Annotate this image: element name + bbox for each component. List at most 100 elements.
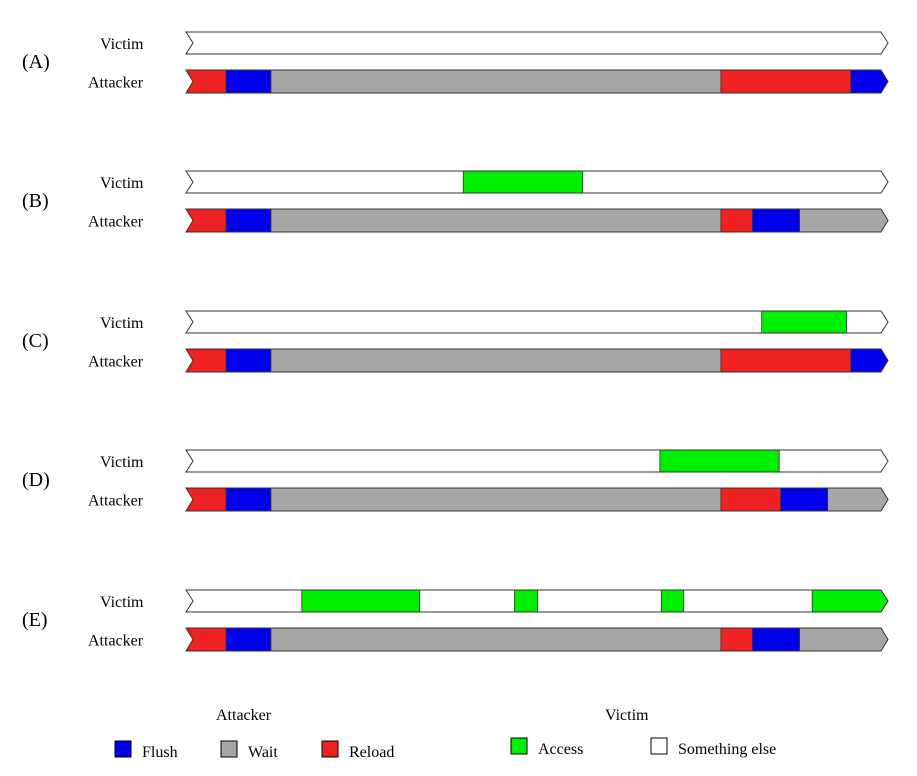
attacker-segment-reload — [186, 349, 227, 372]
victim-segment-access — [812, 590, 888, 612]
victim-segment-something-else — [582, 171, 888, 193]
legend-reload-label: Reload — [349, 744, 394, 761]
attacker-row-label: Attacker — [88, 214, 144, 231]
attacker-segment-flush — [226, 488, 271, 511]
victim-row-label: Victim — [100, 36, 144, 53]
attacker-segment-flush — [226, 349, 271, 372]
attacker-timeline-bar — [186, 349, 888, 372]
legend-something-else-swatch — [650, 737, 668, 755]
attacker-timeline-bar — [186, 209, 888, 232]
attacker-segment-reload — [186, 488, 227, 511]
attacker-row-label: Attacker — [88, 354, 144, 371]
attacker-row-label: Attacker — [88, 633, 144, 650]
attacker-segment-wait — [270, 628, 721, 651]
victim-segment-access — [761, 311, 847, 333]
victim-segment-access — [659, 450, 780, 472]
victim-segment-something-else — [186, 590, 302, 612]
scenario-3: (C) Victim Attacker — [22, 310, 889, 373]
victim-segment-something-else — [779, 450, 888, 472]
attacker-segment-reload — [186, 628, 227, 651]
victim-row-label: Victim — [100, 454, 144, 471]
attacker-segment-flush — [752, 628, 800, 651]
attacker-row-label: Attacker — [88, 75, 144, 92]
attacker-segment-reload — [720, 70, 851, 93]
victim-segment-something-else — [186, 32, 888, 54]
attacker-timeline-bar — [186, 70, 888, 93]
victim-row-label: Victim — [100, 315, 144, 332]
attacker-segment-reload — [186, 209, 227, 232]
attacker-segment-reload — [720, 209, 753, 232]
victim-bar-outline — [185, 31, 889, 55]
victim-timeline-bar — [186, 311, 888, 333]
attacker-segment-reload — [720, 628, 753, 651]
attacker-segment-wait — [799, 628, 888, 651]
attacker-segment-flush — [226, 70, 271, 93]
attacker-segment-flush — [780, 488, 828, 511]
legend-wait-label: Wait — [248, 744, 278, 761]
scenario-5: (E) Victim Attacker — [22, 589, 889, 652]
attacker-segment-reload — [720, 349, 851, 372]
legend: Attacker Victim Flush Wait Reload Access… — [114, 707, 776, 761]
legend-access-swatch — [510, 737, 528, 755]
attacker-segment-flush — [226, 628, 271, 651]
attacker-segment-wait — [827, 488, 888, 511]
attacker-segment-flush — [226, 209, 271, 232]
attacker-timeline-bar — [186, 628, 888, 651]
legend-attacker-title: Attacker — [216, 707, 272, 724]
victim-timeline-bar — [186, 32, 888, 54]
victim-segment-access — [301, 590, 420, 612]
victim-timeline-bar — [186, 590, 888, 612]
scenario-4: (D) Victim Attacker — [22, 449, 889, 512]
legend-reload-swatch — [321, 740, 339, 758]
victim-segment-access — [514, 590, 538, 612]
scenario-label: (D) — [22, 469, 50, 491]
victim-segment-something-else — [537, 590, 662, 612]
victim-segment-something-else — [186, 171, 464, 193]
scenario-label: (B) — [22, 190, 49, 212]
victim-row-label: Victim — [100, 594, 144, 611]
scenario-2: (B) Victim Attacker — [22, 170, 889, 233]
legend-wait-swatch — [220, 740, 238, 758]
attacker-segment-flush — [850, 349, 888, 372]
attacker-timeline-bar — [186, 488, 888, 511]
scenarios-group: (A) Victim Attacker (B) Victim Attacker (C) Vic… — [22, 31, 889, 652]
attacker-segment-wait — [270, 209, 721, 232]
scenario-1: (A) Victim Attacker — [22, 31, 889, 94]
attacker-bar-outline — [185, 487, 889, 512]
legend-something-else-label: Something else — [678, 741, 776, 758]
scenario-label: (A) — [22, 51, 50, 73]
victim-segment-something-else — [683, 590, 813, 612]
victim-bar-outline — [185, 589, 889, 613]
attacker-bar-outline — [185, 69, 889, 94]
legend-flush-label: Flush — [142, 744, 178, 761]
attacker-bar-outline — [185, 348, 889, 373]
attacker-row-label: Attacker — [88, 493, 144, 510]
scenario-label: (C) — [22, 330, 49, 352]
legend-access-label: Access — [538, 741, 583, 758]
attacker-segment-wait — [270, 488, 721, 511]
victim-bar-outline — [185, 310, 889, 334]
legend-flush-swatch — [114, 740, 132, 758]
attacker-segment-reload — [186, 70, 227, 93]
victim-segment-something-else — [846, 311, 888, 333]
attacker-segment-wait — [270, 349, 721, 372]
victim-segment-access — [661, 590, 684, 612]
victim-segment-something-else — [186, 311, 762, 333]
victim-bar-outline — [185, 170, 889, 194]
attacker-segment-flush — [752, 209, 800, 232]
attacker-segment-wait — [799, 209, 888, 232]
victim-bar-outline — [185, 449, 889, 473]
victim-timeline-bar — [186, 171, 888, 193]
victim-segment-something-else — [419, 590, 515, 612]
victim-row-label: Victim — [100, 175, 144, 192]
victim-timeline-bar — [186, 450, 888, 472]
legend-victim-title: Victim — [605, 707, 649, 724]
attacker-segment-flush — [850, 70, 888, 93]
attacker-segment-reload — [720, 488, 781, 511]
victim-segment-access — [463, 171, 583, 193]
victim-segment-something-else — [186, 450, 660, 472]
scenario-label: (E) — [22, 609, 48, 631]
attacker-segment-wait — [270, 70, 721, 93]
attacker-bar-outline — [185, 208, 889, 233]
